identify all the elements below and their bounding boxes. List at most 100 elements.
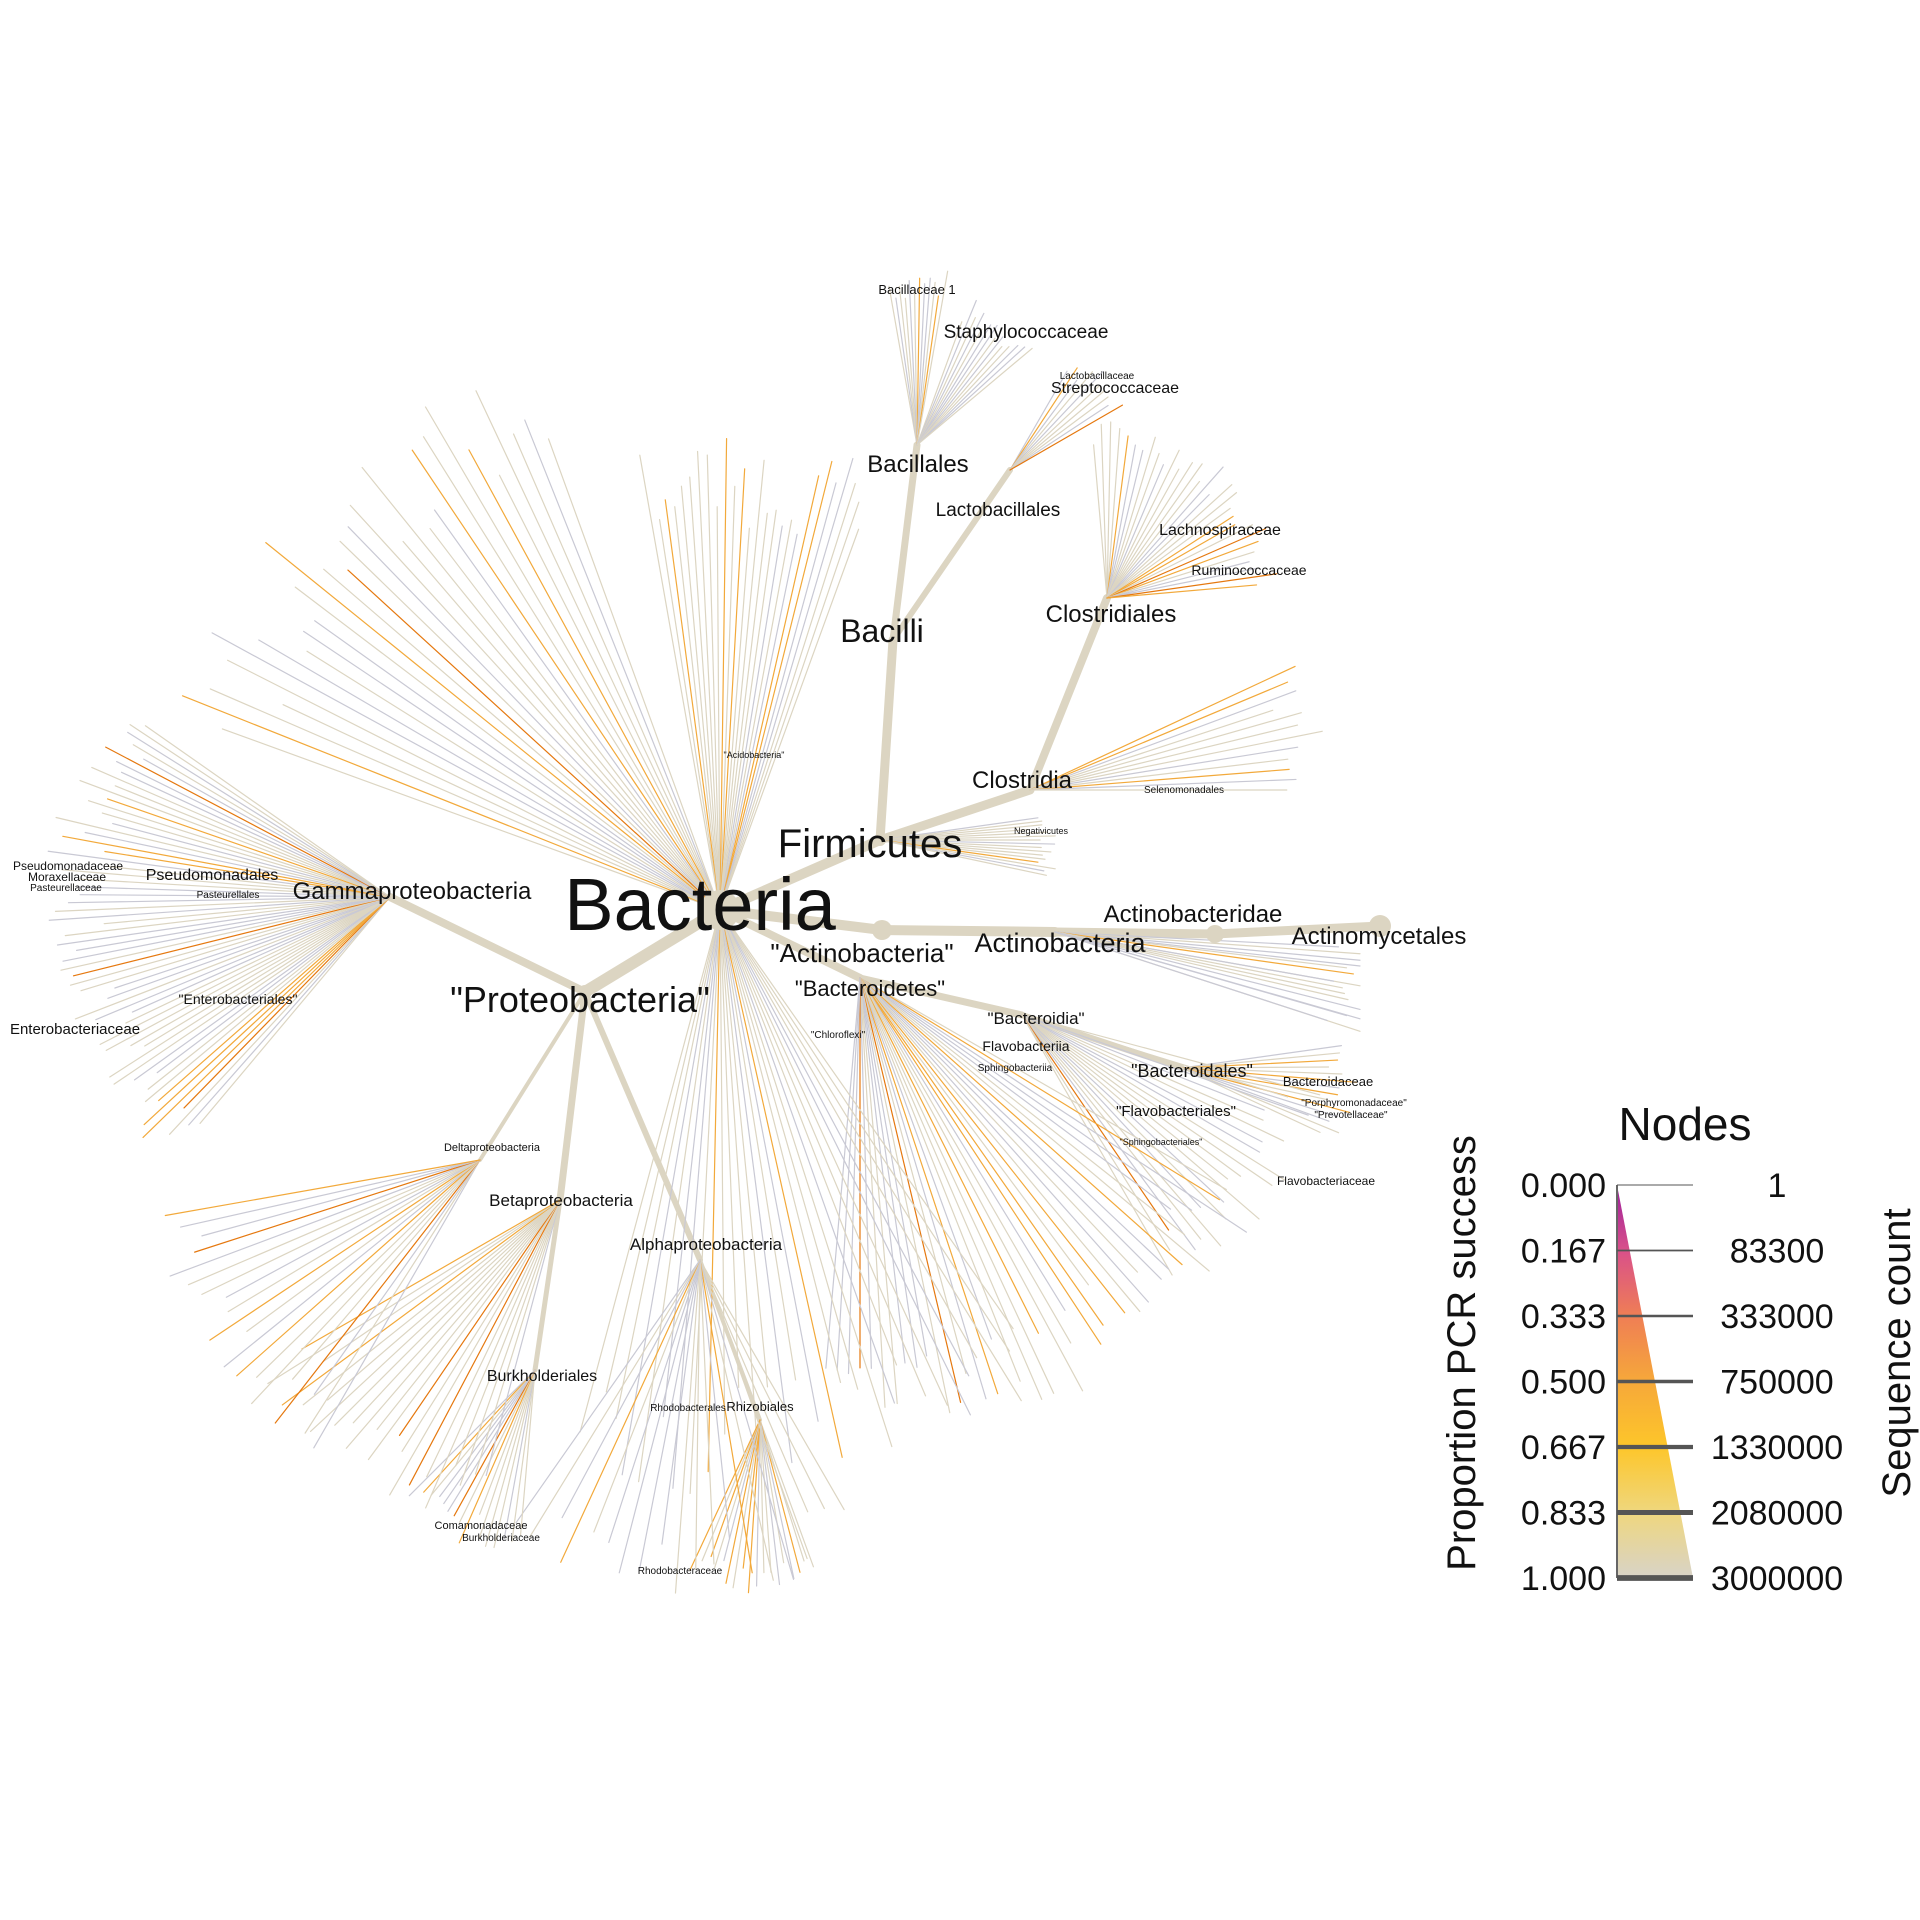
leaf-branch xyxy=(859,977,951,1414)
leaf-branch xyxy=(1106,464,1164,599)
leaf-branch xyxy=(879,817,1039,841)
node-label-enterobacteriaceae: Enterobacteriaceae xyxy=(10,1021,140,1038)
leaf-branch xyxy=(707,909,721,1473)
edge-proteobacteria-betaproteobacteria xyxy=(556,988,589,1204)
leaf-branch xyxy=(1009,367,1078,471)
leaf-branch xyxy=(1181,1067,1330,1122)
leaf-branch xyxy=(1106,551,1255,599)
leaf-branch xyxy=(426,1199,561,1478)
node-label-rhodobacterales: Rhodobacterales xyxy=(650,1403,726,1414)
leaf-branch xyxy=(913,290,918,446)
node-label-ruminococcaceae: Ruminococcaceae xyxy=(1191,562,1306,578)
leaf-branch xyxy=(859,977,1162,1280)
legend-color-tick-label: 0.333 xyxy=(1521,1298,1606,1336)
leaf-branch xyxy=(719,459,765,911)
leaf-branch xyxy=(105,746,391,898)
node-label-proteobacteria: "Proteobacteria" xyxy=(450,979,710,1020)
leaf-branch xyxy=(859,977,1186,1236)
leaf-branch xyxy=(529,1259,701,1538)
leaf-branch xyxy=(54,896,391,912)
leaf-branch xyxy=(67,896,391,904)
legend-size-tick-label: 333000 xyxy=(1720,1298,1833,1336)
leaf-branch xyxy=(468,449,721,911)
leaf-branch xyxy=(64,896,391,937)
leaf-branch xyxy=(314,620,721,911)
node-label-pasteurellales: Pasteurellales xyxy=(197,890,260,901)
legend-size-tick-label: 1330000 xyxy=(1711,1429,1843,1467)
leaf-branch xyxy=(859,977,898,1405)
leaf-branch xyxy=(256,1159,481,1378)
leaf-branch xyxy=(1029,746,1299,791)
tree-leaf-branches xyxy=(47,270,1361,1594)
legend-size-tick-label: 2080000 xyxy=(1711,1495,1843,1533)
node-label-moraxellaceae: Moraxellaceae xyxy=(28,870,106,884)
leaf-branch xyxy=(579,909,721,1433)
leaf-branch xyxy=(302,1199,561,1406)
leaf-branch xyxy=(282,704,721,911)
leaf-branch xyxy=(719,512,768,911)
leaf-branch xyxy=(719,501,860,911)
tree-edges xyxy=(386,441,1385,1422)
leaf-branch xyxy=(201,1159,481,1295)
leaf-branch xyxy=(674,506,721,911)
leaf-branch xyxy=(114,896,391,989)
node-label-bacteroidaceae: Bacteroidaceae xyxy=(1283,1074,1373,1089)
leaf-branch xyxy=(187,1159,481,1286)
leaf-branch xyxy=(129,723,391,898)
leaf-branch xyxy=(1021,1014,1285,1142)
leaf-branch xyxy=(103,896,391,925)
leaf-branch xyxy=(1009,385,1100,471)
leaf-branch xyxy=(267,1199,561,1385)
leaf-branch xyxy=(859,977,1126,1314)
leaf-branch xyxy=(916,328,983,446)
leaf-branch xyxy=(55,816,391,898)
leaf-branch xyxy=(120,771,391,898)
legend: Nodes Proportion PCR success Sequence co… xyxy=(1440,1098,1919,1598)
leaf-branch xyxy=(367,1199,561,1461)
legend-size-tick-label: 83300 xyxy=(1730,1233,1825,1271)
node-label-flavobacteriales: "Flavobacteriales" xyxy=(1116,1103,1236,1120)
leaf-branch xyxy=(1021,1014,1202,1208)
leaf-branch xyxy=(1021,1014,1273,1186)
leaf-branch xyxy=(433,509,721,911)
legend-size-tick-label: 750000 xyxy=(1720,1364,1833,1402)
legend-color-tick-label: 0.667 xyxy=(1521,1429,1606,1467)
leaf-branch xyxy=(879,831,1048,841)
leaf-branch xyxy=(859,977,1170,1270)
leaf-branch xyxy=(79,779,391,898)
leaf-branch xyxy=(1181,1067,1358,1083)
leaf-branch xyxy=(125,896,391,1024)
leaf-branch xyxy=(637,909,721,1483)
leaf-branch xyxy=(859,977,1040,1334)
node-label-comamonadaceae: Comamonadaceae xyxy=(435,1520,528,1532)
leaf-branch xyxy=(719,519,793,911)
leaf-branch xyxy=(199,896,391,1124)
leaf-branch xyxy=(127,731,391,898)
leaf-branch xyxy=(1029,724,1299,791)
leaf-branch xyxy=(475,390,721,911)
leaf-branch xyxy=(719,909,859,1390)
leaf-branch xyxy=(859,977,918,1368)
node-label-bacteroidales: "Bacteroidales" xyxy=(1131,1061,1253,1081)
leaf-branch xyxy=(292,1159,481,1380)
leaf-branch xyxy=(859,977,987,1400)
leaf-branch xyxy=(1106,494,1210,599)
leaf-branch xyxy=(294,586,721,911)
leaf-branch xyxy=(429,527,721,911)
leaf-branch xyxy=(1181,1067,1329,1101)
leaf-branch xyxy=(422,436,721,911)
leaf-branch xyxy=(144,896,391,1047)
node-label-rhodobacteraceae: Rhodobacteraceae xyxy=(638,1566,723,1577)
leaf-branch xyxy=(879,820,1043,841)
edge-bacilli-lactobacillales xyxy=(890,467,1013,643)
leaf-branch xyxy=(511,1369,536,1543)
leaf-branch xyxy=(1021,1014,1227,1220)
leaf-branch xyxy=(719,909,843,1458)
leaf-branch xyxy=(439,1369,536,1498)
node-label-bacteroidetes: "Bacteroidetes" xyxy=(795,976,945,1001)
node-label-porphyromonadaceae: "Porphyromonadaceae" xyxy=(1301,1098,1407,1109)
leaf-branch xyxy=(859,977,886,1408)
leaf-branch xyxy=(836,977,861,1371)
edge-bacteria-proteobacteria xyxy=(579,904,726,998)
leaf-branch xyxy=(859,977,1220,1201)
